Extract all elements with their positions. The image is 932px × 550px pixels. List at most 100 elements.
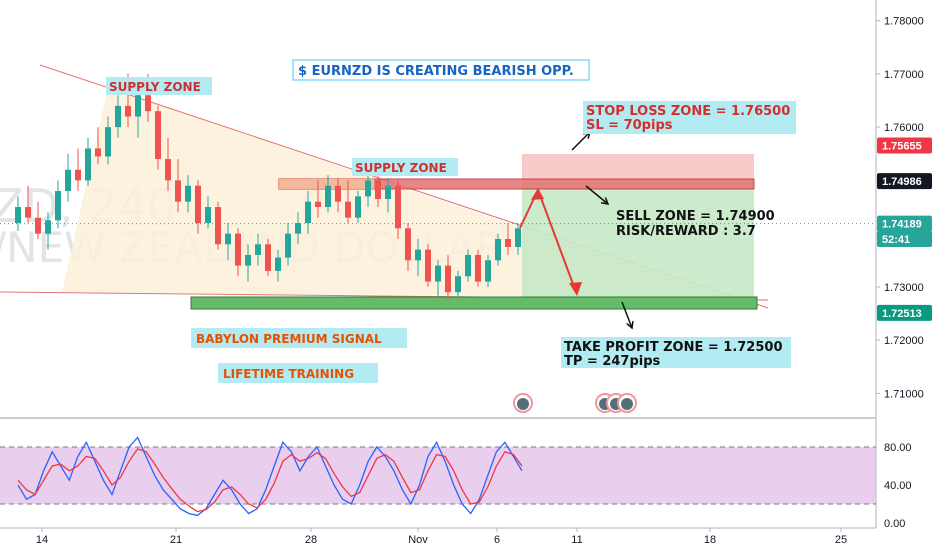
candle-body xyxy=(505,238,511,247)
candle-body xyxy=(325,185,331,208)
candle-body xyxy=(455,276,461,293)
candle-body xyxy=(335,185,341,202)
price-tick-label: 1.71000 xyxy=(884,388,924,400)
candle-body xyxy=(375,180,381,200)
candle-body xyxy=(365,180,371,197)
candle-body xyxy=(485,260,491,282)
projection-arrowhead-up xyxy=(531,188,544,200)
stoch-tick-label: 80.00 xyxy=(884,442,912,454)
candle-body xyxy=(95,148,101,157)
headline-box xyxy=(292,59,590,81)
candle-body xyxy=(25,207,31,218)
price-tag[interactable] xyxy=(877,215,932,232)
price-tag[interactable] xyxy=(877,230,932,247)
price-tag-label: 1.74189 xyxy=(882,219,922,231)
candle-body xyxy=(55,191,61,221)
time-tick-label: 21 xyxy=(170,534,182,546)
candle-body xyxy=(85,148,91,181)
candle-body xyxy=(105,127,111,157)
candle-body xyxy=(285,233,291,258)
event-icon-4-inner xyxy=(621,398,633,410)
candle-body xyxy=(515,228,521,247)
price-tick-label: 1.76000 xyxy=(884,122,924,134)
time-tick-label: 6 xyxy=(494,534,500,546)
time-tick-label: 25 xyxy=(835,534,847,546)
candle-body xyxy=(255,244,261,255)
stoch-k-line xyxy=(17,436,523,517)
candle-body xyxy=(235,233,241,266)
sell-zone-label-line1: SELL ZONE = 1.74900 xyxy=(616,209,775,224)
candle-body xyxy=(115,105,121,128)
supply-zone-label-2: SUPPLY ZONE xyxy=(355,161,447,175)
demand-zone-bar[interactable] xyxy=(190,296,758,310)
price-tick-label: 1.72000 xyxy=(884,335,924,347)
price-tag-label: 1.72513 xyxy=(882,308,922,320)
price-tag-label: 52:41 xyxy=(882,234,910,246)
candle-body xyxy=(315,201,321,208)
candle-body xyxy=(145,95,151,112)
stop-loss-label-line2: SL = 70pips xyxy=(586,118,673,133)
take-profit-label-box xyxy=(561,337,791,368)
candle-body xyxy=(215,207,221,245)
candle-body xyxy=(355,196,361,218)
supply-zone-bar-left xyxy=(279,179,374,189)
stoch-tick-label: 0.00 xyxy=(884,518,905,530)
time-tick-label: 28 xyxy=(305,534,317,546)
candle-body xyxy=(425,249,431,282)
training-label-box xyxy=(218,363,378,383)
sell-callout-arrow-head xyxy=(600,197,610,205)
supply-zone-label-2-box xyxy=(352,158,458,176)
price-tick-label: 1.77000 xyxy=(884,69,924,81)
stop-loss-callout-arrow xyxy=(571,131,591,151)
candle-body xyxy=(465,254,471,277)
candle-body xyxy=(435,265,441,282)
price-tag[interactable] xyxy=(877,304,932,321)
take-profit-label-line2: TP = 247pips xyxy=(564,354,661,369)
time-tick-label: 18 xyxy=(704,534,716,546)
candle-body xyxy=(415,249,421,261)
candle-body xyxy=(245,254,251,266)
supply-zone-label-1-box xyxy=(106,77,212,95)
candle-body xyxy=(275,257,281,271)
time-tick-label: 11 xyxy=(571,534,582,546)
candle-body xyxy=(175,180,181,202)
candle-body xyxy=(195,185,201,223)
price-tag-label: 1.74986 xyxy=(882,176,922,188)
take-profit-callout-arrow xyxy=(621,301,633,329)
candle-body xyxy=(65,169,71,192)
time-tick-label: Nov xyxy=(408,534,428,546)
event-icon-inner xyxy=(517,398,529,410)
candle-body xyxy=(205,207,211,223)
take-profit-zone-box[interactable] xyxy=(522,184,754,299)
candle-body xyxy=(225,233,231,245)
candle-body xyxy=(185,185,191,202)
candle-body xyxy=(305,201,311,223)
brand-label-box xyxy=(191,328,407,348)
take-profit-callout-arrow-head xyxy=(626,320,634,330)
candle-body xyxy=(15,207,21,223)
supply-zone-label-1: SUPPLY ZONE xyxy=(109,80,201,94)
stop-loss-label-line1: STOP LOSS ZONE = 1.76500 xyxy=(586,104,790,119)
price-tag-label: 1.75655 xyxy=(882,141,922,153)
candle-body xyxy=(495,238,501,261)
stoch-tick-label: 40.00 xyxy=(884,480,912,492)
brand-label: BABYLON PREMIUM SIGNAL xyxy=(196,332,382,346)
candle-body xyxy=(165,159,171,181)
price-tick-label: 1.73000 xyxy=(884,282,924,294)
candle-body xyxy=(405,228,411,261)
stoch-d-line xyxy=(17,448,523,513)
candle-body xyxy=(445,265,451,293)
headline-text: $ EURNZD IS CREATING BEARISH OPP. xyxy=(298,64,574,79)
sell-callout-arrow xyxy=(585,185,609,205)
candle-body xyxy=(135,95,141,117)
candle-body xyxy=(385,185,391,200)
price-tag[interactable] xyxy=(877,173,932,190)
sell-zone-label-line2: RISK/REWARD : 3.7 xyxy=(616,224,756,239)
take-profit-label-line1: TAKE PROFIT ZONE = 1.72500 xyxy=(564,340,783,355)
candle-body xyxy=(45,220,51,234)
price-tag[interactable] xyxy=(877,137,932,154)
candle-body xyxy=(35,217,41,234)
time-tick-label: 14 xyxy=(36,534,48,546)
